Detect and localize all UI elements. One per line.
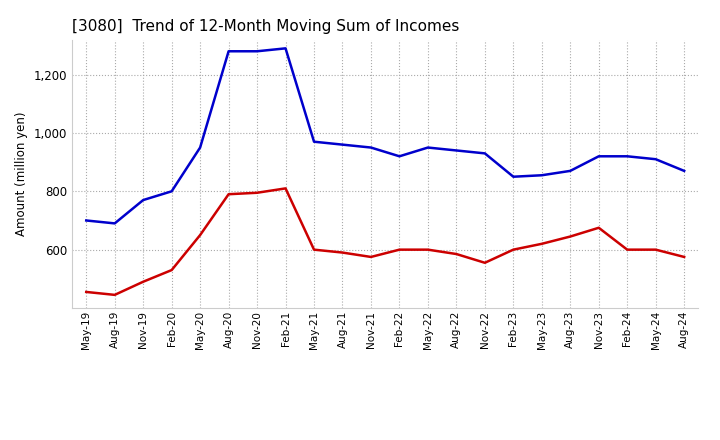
Ordinary Income xyxy=(338,142,347,147)
Net Income xyxy=(566,234,575,239)
Net Income xyxy=(139,279,148,284)
Net Income xyxy=(480,260,489,265)
Ordinary Income xyxy=(680,168,688,173)
Ordinary Income xyxy=(537,172,546,178)
Ordinary Income xyxy=(452,148,461,153)
Net Income xyxy=(310,247,318,252)
Ordinary Income xyxy=(82,218,91,223)
Net Income xyxy=(509,247,518,252)
Net Income xyxy=(652,247,660,252)
Ordinary Income xyxy=(253,49,261,54)
Net Income xyxy=(225,191,233,197)
Ordinary Income xyxy=(139,198,148,203)
Net Income xyxy=(680,254,688,260)
Ordinary Income xyxy=(595,154,603,159)
Net Income xyxy=(110,292,119,297)
Ordinary Income xyxy=(566,168,575,173)
Ordinary Income xyxy=(282,46,290,51)
Ordinary Income xyxy=(310,139,318,144)
Net Income xyxy=(338,250,347,255)
Net Income xyxy=(452,251,461,257)
Net Income xyxy=(282,186,290,191)
Ordinary Income xyxy=(652,157,660,162)
Net Income xyxy=(595,225,603,231)
Net Income xyxy=(196,232,204,238)
Ordinary Income xyxy=(480,151,489,156)
Ordinary Income xyxy=(509,174,518,180)
Line: Net Income: Net Income xyxy=(86,188,684,295)
Net Income xyxy=(82,290,91,295)
Line: Ordinary Income: Ordinary Income xyxy=(86,48,684,224)
Net Income xyxy=(423,247,432,252)
Ordinary Income xyxy=(623,154,631,159)
Net Income xyxy=(395,247,404,252)
Ordinary Income xyxy=(167,189,176,194)
Ordinary Income xyxy=(366,145,375,150)
Net Income xyxy=(253,190,261,195)
Ordinary Income xyxy=(395,154,404,159)
Ordinary Income xyxy=(110,221,119,226)
Net Income xyxy=(167,268,176,273)
Ordinary Income xyxy=(423,145,432,150)
Y-axis label: Amount (million yen): Amount (million yen) xyxy=(15,112,28,236)
Net Income xyxy=(537,241,546,246)
Ordinary Income xyxy=(225,49,233,54)
Ordinary Income xyxy=(196,145,204,150)
Net Income xyxy=(623,247,631,252)
Net Income xyxy=(366,254,375,260)
Text: [3080]  Trend of 12-Month Moving Sum of Incomes: [3080] Trend of 12-Month Moving Sum of I… xyxy=(72,19,459,34)
